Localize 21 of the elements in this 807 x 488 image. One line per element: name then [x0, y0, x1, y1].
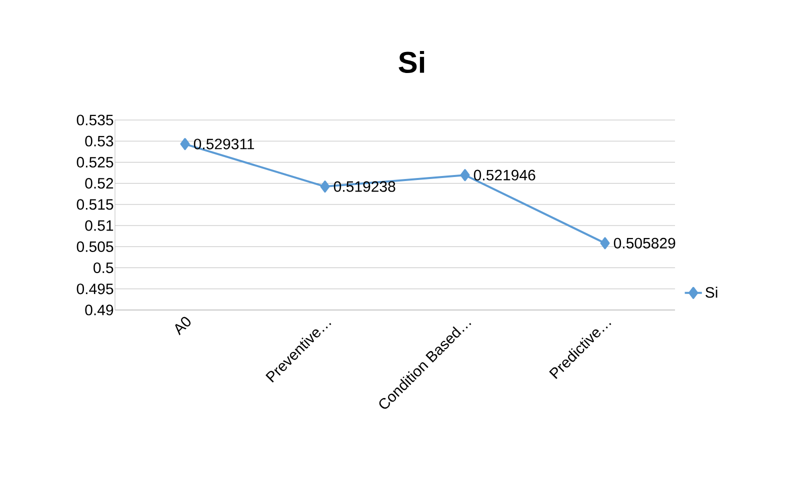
legend-label: Si [706, 286, 718, 298]
y-tick-label: 0.525 [76, 156, 114, 168]
data-label: 0.505829 [614, 238, 676, 248]
y-tick-label: 0.5 [94, 262, 114, 274]
point [600, 237, 610, 250]
y-tick-label: 0.535 [76, 114, 114, 126]
y-tick-label: 0.52 [85, 178, 114, 189]
data-label: 0.521946 [474, 170, 536, 180]
data-label: 0.529311 [194, 138, 254, 150]
y-tick-label: 0.495 [76, 284, 114, 294]
y-tick-label: 0.515 [76, 199, 114, 210]
data-label: 0.519238 [334, 181, 396, 192]
y-tick-label: 0.49 [85, 304, 114, 316]
y-tick-label: 0.51 [85, 220, 114, 231]
y-tick-label: 0.505 [76, 241, 114, 252]
y-tick-label: 0.53 [85, 136, 114, 146]
point [320, 180, 330, 193]
point [460, 169, 470, 182]
x-tick-label: A0 [175, 316, 191, 336]
point [180, 138, 190, 150]
chart-title: Si [398, 50, 424, 74]
